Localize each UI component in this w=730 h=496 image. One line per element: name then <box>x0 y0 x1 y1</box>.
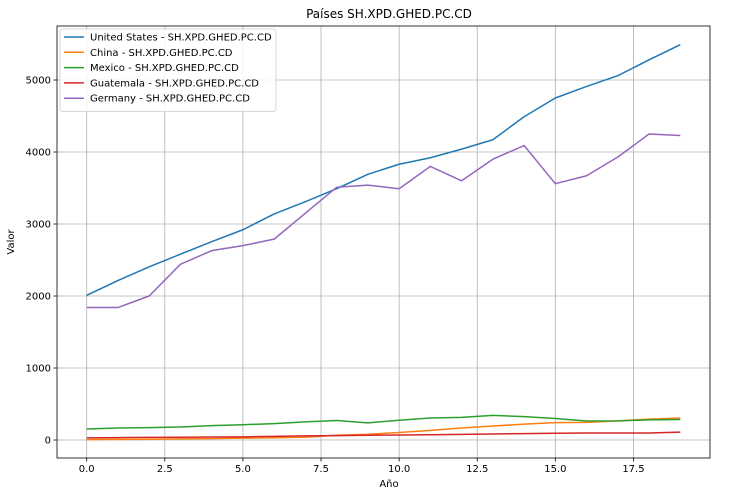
y-axis-label: Valor <box>6 229 17 255</box>
x-tick-label: 5.0 <box>235 464 251 475</box>
y-axis-ticks: 0 1000 2000 3000 4000 5000 <box>26 76 57 447</box>
y-tick-label: 1000 <box>26 364 51 375</box>
series-line-4 <box>86 133 681 309</box>
x-tick-label: 12.5 <box>466 464 488 475</box>
y-tick-label: 2000 <box>26 292 51 303</box>
x-tick-label: 7.5 <box>313 464 329 475</box>
legend-label: Mexico - SH.XPD.GHED.PC.CD <box>90 63 239 74</box>
x-axis-ticks: 0.0 2.5 5.0 7.5 10.0 12.5 15.0 17.5 <box>79 458 645 475</box>
x-tick-label: 2.5 <box>157 464 173 475</box>
y-tick-label: 3000 <box>26 220 51 231</box>
y-tick-label: 4000 <box>26 148 51 159</box>
series-line-3 <box>86 431 681 439</box>
x-tick-label: 17.5 <box>622 464 644 475</box>
x-axis-label: Año <box>379 479 398 490</box>
series-line-1 <box>86 417 681 441</box>
legend-label: United States - SH.XPD.GHED.PC.CD <box>90 33 272 44</box>
legend-label: Germany - SH.XPD.GHED.PC.CD <box>90 94 250 105</box>
series-lines <box>86 44 681 441</box>
chart-title: Países SH.XPD.GHED.PC.CD <box>306 7 472 21</box>
y-tick-label: 5000 <box>26 76 51 87</box>
legend-label: China - SH.XPD.GHED.PC.CD <box>90 48 233 59</box>
series-line-0 <box>86 44 681 296</box>
legend-box <box>59 28 277 112</box>
legend-label: Guatemala - SH.XPD.GHED.PC.CD <box>90 78 259 89</box>
legend: United States - SH.XPD.GHED.PC.CD China -… <box>59 28 277 112</box>
y-tick-label: 0 <box>45 436 51 447</box>
x-tick-label: 0.0 <box>79 464 95 475</box>
x-tick-label: 10.0 <box>388 464 410 475</box>
series-line-2 <box>86 414 681 430</box>
x-tick-label: 15.0 <box>544 464 566 475</box>
plot-area-frame <box>56 25 711 459</box>
